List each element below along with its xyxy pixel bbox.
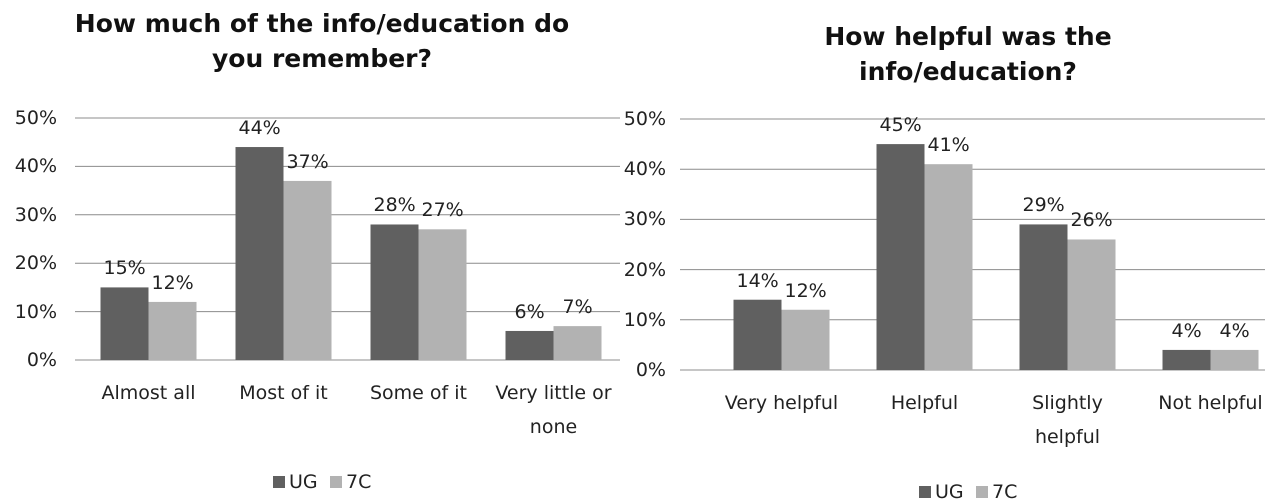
bar: [235, 147, 284, 360]
x-tick-label: Some of it: [369, 382, 467, 404]
bar: [1067, 239, 1116, 370]
data-label: 12%: [784, 279, 827, 302]
x-tick-label: Very little or none: [495, 382, 612, 438]
legend-swatch: [330, 476, 342, 488]
data-label: 15%: [103, 257, 146, 280]
bar: [876, 144, 925, 370]
x-tick-label: Almost all: [101, 382, 196, 404]
y-tick-label: 10%: [14, 300, 57, 323]
x-tick-label: Most of it: [239, 382, 328, 404]
y-tick-label: 20%: [623, 258, 666, 281]
bar: [924, 164, 973, 370]
data-label: 6%: [514, 300, 545, 323]
y-tick-label: 30%: [623, 208, 666, 231]
y-tick-label: 40%: [623, 158, 666, 181]
data-label: 29%: [1022, 194, 1065, 217]
y-tick-label: 20%: [14, 252, 57, 275]
bar: [553, 326, 602, 360]
data-label: 44%: [238, 117, 281, 140]
y-tick-label: 0%: [635, 359, 666, 381]
y-tick-label: 40%: [14, 155, 57, 178]
x-tick-label: Not helpful: [1158, 392, 1263, 414]
data-label: 28%: [373, 194, 416, 217]
data-label: 26%: [1070, 209, 1113, 232]
legend-label: UG: [935, 481, 964, 503]
y-tick-label: 50%: [623, 108, 666, 130]
data-label: 27%: [421, 199, 464, 222]
data-label: 7%: [562, 296, 593, 319]
bar: [1162, 349, 1211, 370]
legend-label: 7C: [992, 481, 1018, 503]
bar: [505, 330, 554, 360]
data-label: 14%: [736, 269, 779, 292]
y-tick-label: 10%: [623, 308, 666, 331]
bar: [1019, 224, 1068, 370]
data-label: 12%: [151, 271, 194, 294]
y-tick-label: 30%: [14, 203, 57, 226]
data-label: 4%: [1171, 319, 1202, 342]
data-label: 41%: [927, 134, 970, 157]
chart-title: How much of the info/education do you re…: [74, 9, 570, 73]
legend-label: UG: [289, 471, 318, 493]
bar: [148, 301, 197, 360]
legend-label: 7C: [346, 471, 372, 493]
data-label: 4%: [1219, 319, 1250, 342]
bar: [370, 224, 419, 360]
x-tick-label: Slightly helpful: [1032, 392, 1103, 448]
legend-swatch: [919, 486, 931, 498]
data-label: 45%: [879, 114, 922, 137]
bar: [781, 309, 830, 370]
data-label: 37%: [286, 150, 329, 173]
bar: [733, 299, 782, 370]
chart-title: How helpful was the info/education?: [824, 22, 1112, 86]
legend-swatch: [976, 486, 988, 498]
x-tick-label: Very helpful: [724, 392, 839, 414]
x-tick-label: Helpful: [890, 392, 959, 414]
y-tick-label: 50%: [14, 107, 57, 129]
bar: [100, 287, 149, 360]
legend-swatch: [273, 476, 285, 488]
bar: [1210, 349, 1259, 370]
y-tick-label: 0%: [26, 349, 57, 371]
bar: [283, 180, 332, 360]
bar: [418, 229, 467, 360]
